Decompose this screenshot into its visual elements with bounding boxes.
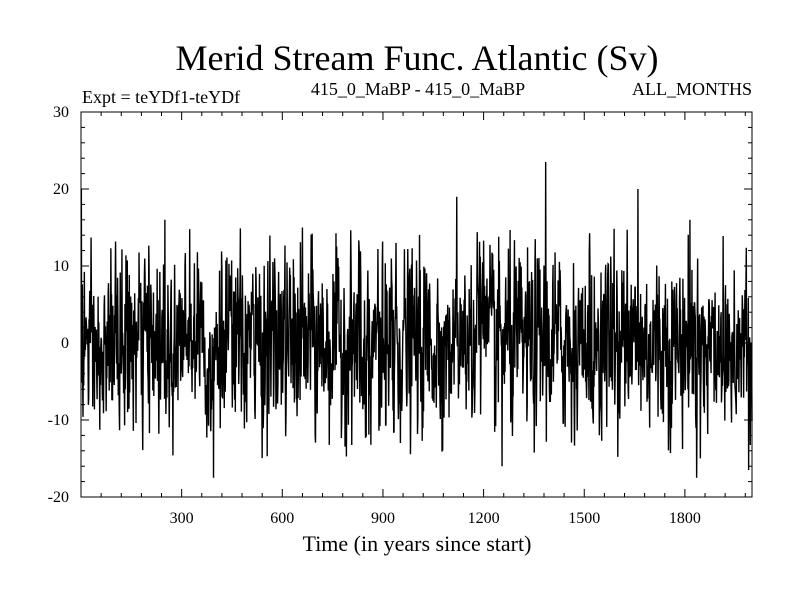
plot-frame — [80, 111, 753, 498]
series-line — [80, 162, 753, 478]
months-label: ALL_MONTHS — [632, 79, 752, 99]
chart-title: Merid Stream Func. Atlantic (Sv) — [176, 38, 659, 78]
x-tick-label: 300 — [170, 510, 194, 527]
y-tick-label: 10 — [53, 258, 69, 275]
x-tick-label: 1800 — [669, 510, 701, 527]
x-tick-label: 900 — [371, 510, 395, 527]
y-tick-label: 20 — [53, 181, 69, 198]
plot-area — [80, 162, 753, 478]
axis-ticks: -20 -10 0 10 20 30 300 600 900 1200 1500 1800 — [48, 104, 752, 527]
experiment-label: Expt = teYDf1-teYDf — [82, 87, 240, 107]
period-label: 415_0_MaBP - 415_0_MaBP — [311, 79, 525, 99]
x-tick-label: 1500 — [568, 510, 600, 527]
y-tick-label: -20 — [48, 489, 69, 506]
x-tick-label: 600 — [270, 510, 294, 527]
x-tick-label: 1200 — [468, 510, 500, 527]
y-tick-label: 30 — [53, 104, 69, 121]
y-tick-label: 0 — [61, 335, 69, 352]
y-tick-label: -10 — [48, 412, 69, 429]
x-axis-label: Time (in years since start) — [303, 531, 532, 556]
